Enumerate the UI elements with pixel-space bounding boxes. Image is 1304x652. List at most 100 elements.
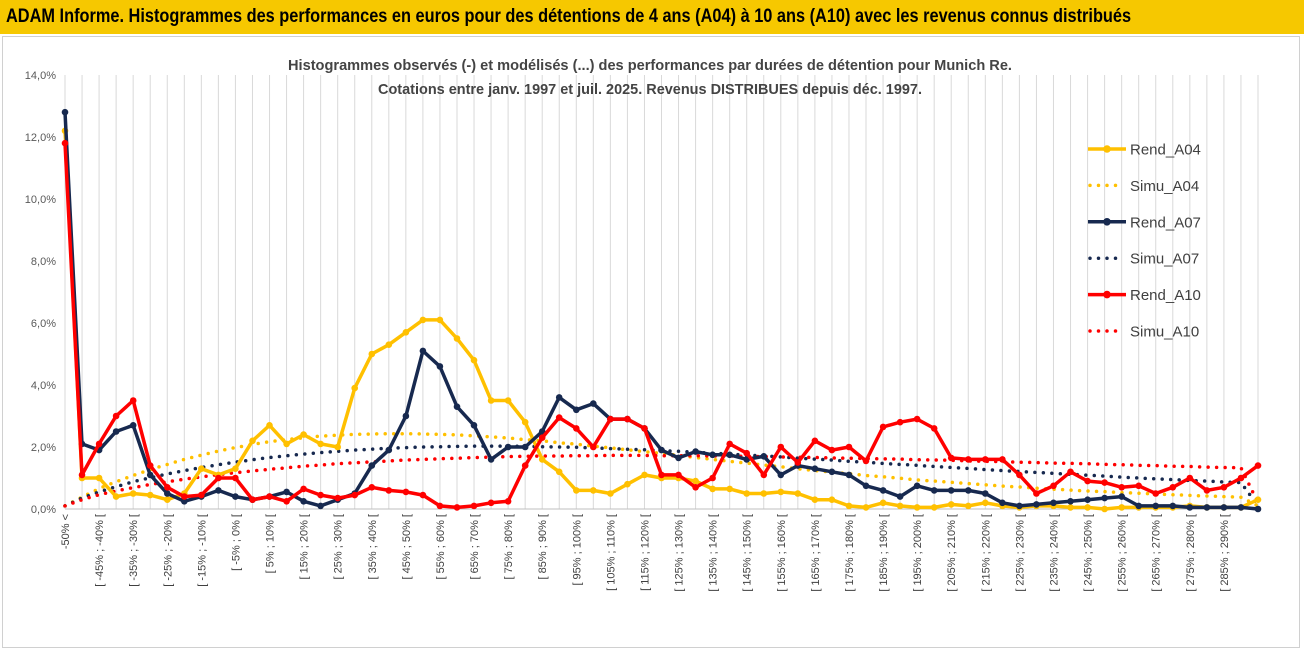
data-point-rend-a07-68 xyxy=(1220,504,1228,511)
data-point-rend-a10-63 xyxy=(1135,482,1142,490)
header-banner: ADAM Informe. Histogrammes des performan… xyxy=(0,0,1304,34)
data-point-rend-a07-36 xyxy=(675,454,682,462)
chart-legend: Rend_A04 Simu_A04 Rend_A07 Simu_A07 Rend_A10… xyxy=(1088,142,1201,341)
data-point-rend-a10-29 xyxy=(555,414,563,421)
data-point-rend-a10-2 xyxy=(95,440,103,448)
data-point-rend-a10-49 xyxy=(896,418,904,426)
data-point-rend-a04-20 xyxy=(402,329,410,336)
data-point-rend-a07-35 xyxy=(658,446,665,454)
x-tick-label-16: [ 105% ; 110% [ xyxy=(605,514,617,591)
x-tick-label-22: [ 165% ; 170% [ xyxy=(810,514,822,592)
data-point-rend-a04-16 xyxy=(334,443,342,451)
y-tick-label-0: 0,0% xyxy=(31,504,56,516)
data-point-rend-a10-54 xyxy=(982,456,989,463)
data-point-rend-a07-24 xyxy=(470,422,478,429)
data-point-rend-a10-66 xyxy=(1186,474,1194,482)
data-point-rend-a10-21 xyxy=(419,491,427,499)
data-point-rend-a10-59 xyxy=(1067,468,1074,476)
data-point-rend-a10-14 xyxy=(300,485,307,493)
x-tick-label-32: [ 265% ; 270% [ xyxy=(1151,514,1163,592)
y-tick-labels: 0,0% 2,0% 4,0% 6,0% 8,0% 10,0% 12,0% 14,0% xyxy=(25,70,56,516)
legend-label-simu-a04: Simu_A04 xyxy=(1130,178,1199,195)
data-point-rend-a04-27 xyxy=(521,418,529,426)
data-point-rend-a10-4 xyxy=(129,397,137,404)
data-point-rend-a07-57 xyxy=(1033,501,1040,508)
chart-title: Histogrammes observés (-) et modélisés (… xyxy=(288,57,1012,74)
x-tick-label-6: [ 5% ; 10% [ xyxy=(265,514,277,573)
data-point-rend-a04-42 xyxy=(777,488,785,496)
x-tick-label-11: [ 55% ; 60% [ xyxy=(435,514,447,579)
data-point-rend-a07-25 xyxy=(487,456,495,463)
data-point-rend-a07-51 xyxy=(930,487,938,494)
data-point-rend-a10-15 xyxy=(317,491,324,499)
data-point-rend-a10-13 xyxy=(283,498,290,505)
data-point-rend-a07-66 xyxy=(1186,504,1194,511)
x-tick-label-26: [ 205% ; 210% [ xyxy=(946,514,958,592)
data-point-rend-a04-33 xyxy=(624,480,631,488)
data-point-rend-a10-23 xyxy=(453,504,461,511)
legend-marker-rend-a07 xyxy=(1103,218,1111,226)
data-point-rend-a04-48 xyxy=(879,499,887,507)
chart-frame xyxy=(2,36,1300,648)
y-tick-label-3: 6,0% xyxy=(31,318,56,330)
data-point-rend-a04-4 xyxy=(129,490,137,497)
data-point-rend-a07-6 xyxy=(164,490,171,497)
data-point-rend-a07-7 xyxy=(181,498,188,505)
data-point-rend-a04-21 xyxy=(419,316,427,324)
data-point-rend-a10-55 xyxy=(999,456,1006,463)
data-point-rend-a10-44 xyxy=(811,437,819,445)
x-tick-label-2: [ -35% ; -30% [ xyxy=(128,514,140,587)
data-point-rend-a07-48 xyxy=(879,487,887,494)
x-tick-label-21: [ 155% ; 160% [ xyxy=(776,514,788,592)
data-point-rend-a04-37 xyxy=(692,477,699,485)
y-tick-label-7: 14,0% xyxy=(25,70,56,82)
data-point-rend-a04-2 xyxy=(95,474,103,482)
data-point-rend-a10-42 xyxy=(777,443,785,451)
legend-label-simu-a07: Simu_A07 xyxy=(1130,251,1199,268)
data-point-rend-a07-69 xyxy=(1237,504,1245,511)
x-tick-label-15: [ 95% ; 100% [ xyxy=(571,514,583,586)
data-point-rend-a10-26 xyxy=(504,498,512,505)
data-point-rend-a10-34 xyxy=(641,425,648,432)
data-point-rend-a04-26 xyxy=(504,397,512,404)
data-point-rend-a10-36 xyxy=(675,471,682,479)
x-tick-label-31: [ 255% ; 260% [ xyxy=(1117,514,1129,592)
data-point-rend-a10-68 xyxy=(1220,484,1228,491)
data-point-rend-a04-40 xyxy=(743,490,750,497)
data-point-rend-a07-42 xyxy=(777,471,785,479)
data-point-rend-a10-25 xyxy=(487,499,495,507)
data-point-rend-a04-43 xyxy=(794,490,802,497)
data-point-rend-a04-45 xyxy=(828,496,836,504)
data-point-rend-a10-6 xyxy=(164,484,171,491)
data-point-rend-a07-45 xyxy=(828,468,836,476)
data-point-rend-a04-24 xyxy=(470,356,478,364)
data-point-rend-a07-54 xyxy=(982,490,989,497)
data-point-rend-a07-3 xyxy=(112,428,120,435)
x-tick-label-23: [ 175% ; 180% [ xyxy=(844,514,856,592)
data-point-rend-a07-10 xyxy=(232,493,239,500)
x-tick-label-3: [ -25% ; -20% [ xyxy=(162,514,174,587)
chart-series xyxy=(61,108,1262,513)
data-point-rend-a07-22 xyxy=(436,363,444,370)
x-tick-label-14: [ 85% ; 90% [ xyxy=(537,514,549,579)
data-point-rend-a04-38 xyxy=(709,485,716,493)
data-point-rend-a04-32 xyxy=(607,490,614,497)
data-point-rend-a10-57 xyxy=(1033,490,1040,497)
data-point-rend-a04-46 xyxy=(845,502,853,510)
data-point-rend-a10-32 xyxy=(607,415,614,423)
data-point-rend-a04-17 xyxy=(351,384,359,392)
data-point-rend-a07-70 xyxy=(1254,505,1262,513)
data-point-rend-a07-41 xyxy=(760,453,768,460)
data-point-rend-a07-23 xyxy=(453,403,461,411)
data-point-rend-a04-23 xyxy=(453,335,461,342)
x-tick-label-0: -50% < xyxy=(60,514,72,549)
legend-label-rend-a04: Rend_A04 xyxy=(1130,142,1201,159)
data-point-rend-a04-5 xyxy=(146,491,154,499)
y-tick-label-2: 4,0% xyxy=(31,380,56,392)
x-tick-labels: -50% < [ -45% ; -40% [[ -35% ; -30% [[ -2… xyxy=(60,514,1231,592)
data-point-rend-a04-10 xyxy=(232,465,239,473)
data-point-rend-a04-47 xyxy=(862,504,870,511)
data-point-rend-a10-56 xyxy=(1016,471,1023,479)
data-point-rend-a10-46 xyxy=(845,443,853,451)
